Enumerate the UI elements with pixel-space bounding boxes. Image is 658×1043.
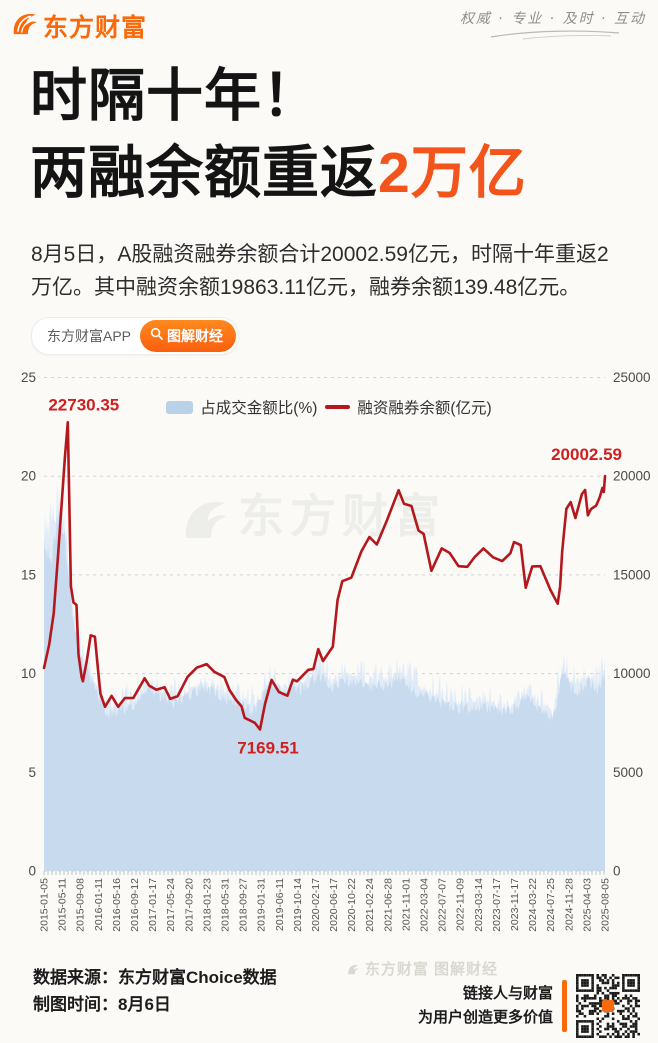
svg-text:2019-01-31: 2019-01-31 bbox=[256, 878, 268, 932]
logo-wordmark: 东方财富 bbox=[43, 14, 148, 42]
header-slogan: 权威 · 专业 · 及时 · 互动 bbox=[460, 8, 646, 46]
footer-watermark-text: 东方财富 图解财经 bbox=[364, 961, 498, 978]
qr-code bbox=[576, 974, 640, 1038]
chart-time-label: 制图时间： bbox=[33, 995, 118, 1014]
svg-text:2015-09-08: 2015-09-08 bbox=[75, 878, 87, 932]
title-line2-black: 两融余额重返 bbox=[30, 141, 378, 205]
watermark-flame-icon bbox=[346, 961, 365, 978]
footer-slogan: 链接人与财富 为用户创造更多价值 bbox=[418, 982, 553, 1030]
svg-text:2023-11-17: 2023-11-17 bbox=[509, 878, 521, 931]
svg-text:2019-10-14: 2019-10-14 bbox=[292, 878, 304, 932]
page-footer: 数据来源：东方财富Choice数据 制图时间：8月6日 东方财富 图解财经 链接… bbox=[0, 956, 658, 1043]
footer-slogan-line2: 为用户创造更多价值 bbox=[417, 1009, 553, 1026]
tujie-caijing-label: 图解财经 bbox=[167, 328, 224, 344]
eastmoney-flame-icon bbox=[10, 10, 38, 43]
svg-text:0: 0 bbox=[613, 864, 621, 879]
footer-slogan-line1: 链接人与财富 bbox=[462, 985, 553, 1002]
data-source-value: 东方财富Choice数据 bbox=[118, 968, 277, 987]
svg-text:2022-03-04: 2022-03-04 bbox=[419, 878, 431, 932]
svg-text:0: 0 bbox=[28, 864, 36, 879]
svg-text:2020-02-17: 2020-02-17 bbox=[310, 878, 322, 932]
svg-text:2024-07-25: 2024-07-25 bbox=[545, 878, 557, 932]
svg-text:2021-11-01: 2021-11-01 bbox=[400, 878, 412, 931]
page-title: 时隔十年！ 两融余额重返2万亿 bbox=[30, 58, 630, 212]
svg-text:2020-10-22: 2020-10-22 bbox=[346, 878, 358, 932]
svg-text:2022-07-07: 2022-07-07 bbox=[437, 878, 449, 932]
svg-text:20000: 20000 bbox=[613, 469, 651, 484]
intro-paragraph: 8月5日，A股融资融券余额合计20002.59亿元，时隔十年重返2万亿。其中融资… bbox=[31, 243, 609, 299]
svg-text:10: 10 bbox=[21, 666, 36, 681]
eastmoney-logo[interactable]: 东方财富 bbox=[10, 8, 147, 44]
svg-text:15000: 15000 bbox=[613, 567, 651, 582]
svg-text:2016-09-12: 2016-09-12 bbox=[129, 878, 141, 932]
title-line1: 时隔十年！ bbox=[30, 64, 320, 128]
svg-text:2024-11-28: 2024-11-28 bbox=[563, 878, 575, 931]
svg-text:2018-09-27: 2018-09-27 bbox=[238, 878, 250, 932]
svg-text:2024-03-22: 2024-03-22 bbox=[527, 878, 539, 932]
title-line2: 两融余额重返2万亿 bbox=[30, 135, 630, 212]
svg-text:5: 5 bbox=[28, 765, 36, 780]
badge-row: 东方财富APP 图解财经 bbox=[31, 317, 240, 355]
svg-text:2018-01-23: 2018-01-23 bbox=[201, 878, 213, 932]
chart-time-row: 制图时间：8月6日 bbox=[33, 991, 277, 1018]
app-badge[interactable]: 东方财富APP 图解财经 bbox=[31, 317, 240, 355]
svg-text:10000: 10000 bbox=[613, 666, 651, 681]
svg-text:2025-04-03: 2025-04-03 bbox=[581, 878, 593, 932]
svg-text:2021-06-28: 2021-06-28 bbox=[382, 878, 394, 932]
svg-text:2017-01-17: 2017-01-17 bbox=[147, 878, 159, 932]
svg-text:2016-01-11: 2016-01-11 bbox=[93, 878, 105, 931]
slogan-text: 权威 · 专业 · 及时 · 互动 bbox=[459, 11, 646, 27]
svg-text:2018-05-31: 2018-05-31 bbox=[219, 878, 231, 932]
svg-text:7169.51: 7169.51 bbox=[237, 738, 298, 757]
margin-balance-chart: 25 25000 20 20000 15 15000 10 10000 5 5000 0 0 东方财富 2… bbox=[0, 360, 658, 960]
page-header: 东方财富 权威 · 专业 · 及时 · 互动 bbox=[0, 0, 658, 52]
tujie-caijing-button[interactable]: 图解财经 bbox=[140, 320, 237, 352]
svg-text:2022-11-09: 2022-11-09 bbox=[455, 878, 467, 931]
footer-watermark: 东方财富 图解财经 bbox=[346, 958, 498, 979]
svg-text:东方财富: 东方财富 bbox=[238, 490, 446, 542]
orange-divider bbox=[562, 980, 567, 1032]
svg-text:2017-09-20: 2017-09-20 bbox=[183, 878, 195, 932]
svg-text:2017-05-24: 2017-05-24 bbox=[165, 878, 177, 932]
svg-text:22730.35: 22730.35 bbox=[48, 395, 119, 414]
svg-text:2025-08-05: 2025-08-05 bbox=[600, 878, 612, 932]
svg-text:2019-06-11: 2019-06-11 bbox=[274, 878, 286, 931]
svg-text:20: 20 bbox=[21, 469, 36, 484]
svg-text:2015-05-11: 2015-05-11 bbox=[57, 878, 69, 931]
svg-text:2023-07-17: 2023-07-17 bbox=[491, 878, 503, 932]
chart-time-value: 8月6日 bbox=[118, 995, 171, 1014]
svg-text:2020-06-17: 2020-06-17 bbox=[328, 878, 340, 932]
svg-text:2016-05-16: 2016-05-16 bbox=[111, 878, 123, 932]
svg-text:20002.59: 20002.59 bbox=[551, 445, 622, 464]
app-badge-label: 东方财富APP bbox=[47, 328, 132, 344]
footer-right: 链接人与财富 为用户创造更多价值 bbox=[418, 974, 640, 1038]
svg-text:25: 25 bbox=[21, 370, 36, 385]
data-source-label: 数据来源： bbox=[33, 968, 118, 987]
slogan-underline-swoosh bbox=[490, 30, 620, 40]
svg-text:2023-03-14: 2023-03-14 bbox=[473, 878, 485, 932]
svg-text:25000: 25000 bbox=[613, 370, 651, 385]
title-line2-orange: 2万亿 bbox=[378, 141, 527, 205]
search-icon bbox=[150, 327, 163, 345]
svg-text:5000: 5000 bbox=[613, 765, 643, 780]
source-block: 数据来源：东方财富Choice数据 制图时间：8月6日 bbox=[33, 964, 277, 1018]
svg-text:2015-01-05: 2015-01-05 bbox=[39, 878, 51, 932]
svg-text:15: 15 bbox=[21, 567, 36, 582]
svg-text:2021-02-24: 2021-02-24 bbox=[364, 878, 376, 932]
margin-chart-svg: 25 25000 20 20000 15 15000 10 10000 5 5000 0 0 东方财富 2… bbox=[21, 370, 651, 932]
data-source-row: 数据来源：东方财富Choice数据 bbox=[33, 964, 277, 991]
